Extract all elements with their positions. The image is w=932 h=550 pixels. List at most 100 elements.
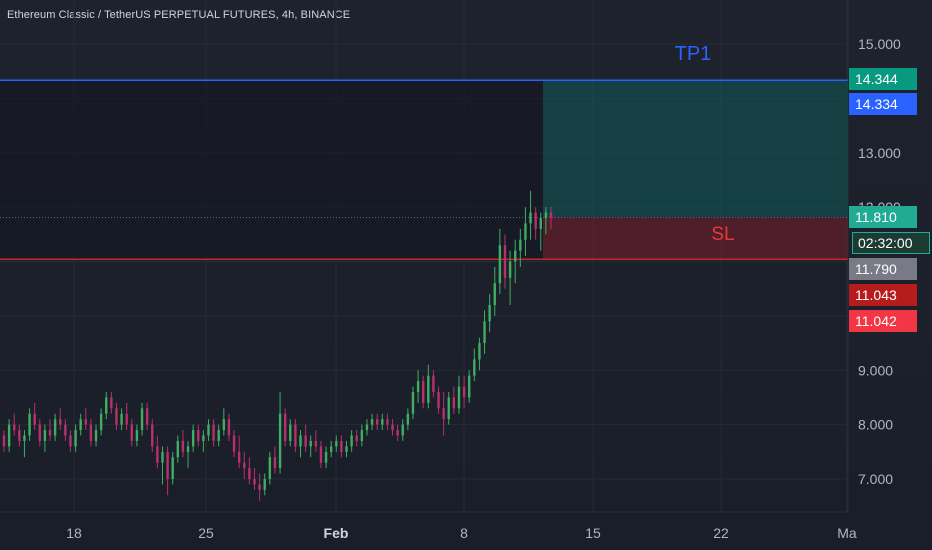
candle-body (232, 435, 236, 452)
x-tick-label: 25 (198, 525, 214, 541)
candle-body (89, 424, 93, 441)
candle-body (329, 446, 333, 452)
candle-body (524, 223, 527, 240)
candle-body (258, 484, 261, 490)
tp1-label: TP1 (675, 43, 712, 65)
countdown-label: 02:32:00 (852, 232, 930, 254)
candle-body (381, 419, 384, 425)
candle-body (28, 413, 31, 436)
candle-body (396, 430, 399, 436)
candle-body (248, 468, 251, 479)
candle-body (503, 245, 507, 278)
candle-body (105, 397, 108, 414)
candle-body (23, 435, 26, 441)
candle-body (145, 408, 149, 425)
sl-zone (543, 217, 848, 260)
candle-body (69, 435, 72, 447)
candle-body (212, 424, 215, 441)
candle-body (375, 419, 379, 425)
candle-body (227, 419, 231, 436)
sl-label: SL (711, 224, 734, 245)
candle-body (125, 413, 128, 425)
candle-body (13, 424, 16, 431)
candle-body (64, 424, 67, 436)
candle-body (2, 435, 6, 447)
candle-body (304, 435, 307, 447)
candle-body (442, 408, 445, 420)
candle-body (278, 413, 282, 469)
candle-body (151, 424, 154, 447)
x-axis[interactable]: 18 25 Feb 8 15 22 Ma (0, 511, 857, 541)
candle-body (176, 440, 180, 458)
candle-body (18, 430, 21, 441)
candle-body (38, 424, 41, 441)
candle-body (457, 386, 461, 409)
candle-body (156, 446, 159, 463)
candle-body (74, 430, 77, 447)
y-tick-label: 8.000 (858, 417, 893, 433)
candle-body (355, 435, 358, 441)
candle-body (171, 457, 174, 479)
candle-body (253, 479, 256, 485)
candle-body (498, 245, 502, 284)
candle-body (294, 424, 297, 447)
candle-body (447, 397, 450, 420)
x-tick-label: 8 (460, 525, 468, 541)
x-tick-label: 18 (66, 525, 82, 541)
candle-body (217, 430, 220, 441)
candle-body (473, 359, 476, 376)
candle-body (197, 430, 200, 441)
candle-body (350, 435, 353, 447)
candle-body (462, 386, 466, 398)
candle-body (161, 451, 164, 463)
candle-body (48, 430, 52, 436)
candle-body (508, 261, 512, 278)
price-label: 11.810 (849, 206, 917, 228)
candle-body (7, 424, 11, 447)
candle-body (427, 375, 430, 403)
candle-body (33, 413, 36, 425)
candle-body (166, 451, 169, 479)
candle-body (243, 462, 246, 469)
candle-body (202, 435, 205, 441)
candle-body (468, 375, 471, 398)
candle-body (401, 424, 404, 436)
candle-body (135, 430, 139, 441)
candle-body (309, 440, 312, 447)
candle-body (365, 424, 369, 431)
candle-body (99, 413, 103, 431)
candle-body (59, 419, 62, 425)
tp-zone (543, 79, 848, 218)
candle-body (488, 305, 491, 322)
candle-body (299, 435, 302, 447)
candle-body (314, 440, 318, 447)
candle-body (140, 408, 144, 431)
x-tick-label: 22 (713, 525, 729, 541)
position-zones (0, 79, 848, 260)
candle-body (478, 343, 481, 360)
price-label: 14.334 (849, 93, 917, 115)
candle-body (94, 430, 98, 441)
candle-body (110, 397, 113, 409)
candle-body (191, 430, 195, 447)
candle-body (335, 440, 338, 447)
candle-body (207, 424, 210, 436)
candle-body (84, 419, 87, 425)
y-tick-label: 9.000 (858, 362, 893, 378)
y-tick-label: 13.000 (858, 145, 901, 161)
y-tick-label: 15.000 (858, 36, 901, 52)
candle-body (340, 440, 343, 452)
candle-body (421, 381, 425, 403)
zone-labels: TP1 SL (675, 43, 735, 245)
candle-body (544, 212, 548, 218)
candle-body (437, 392, 440, 409)
price-label: 11.043 (849, 284, 917, 306)
y-tick-label: 7.000 (858, 471, 893, 487)
candle-body (549, 212, 553, 218)
candle-body (120, 413, 123, 425)
candle-body (268, 457, 272, 479)
candle-body (222, 419, 226, 431)
candle-body (43, 430, 47, 441)
